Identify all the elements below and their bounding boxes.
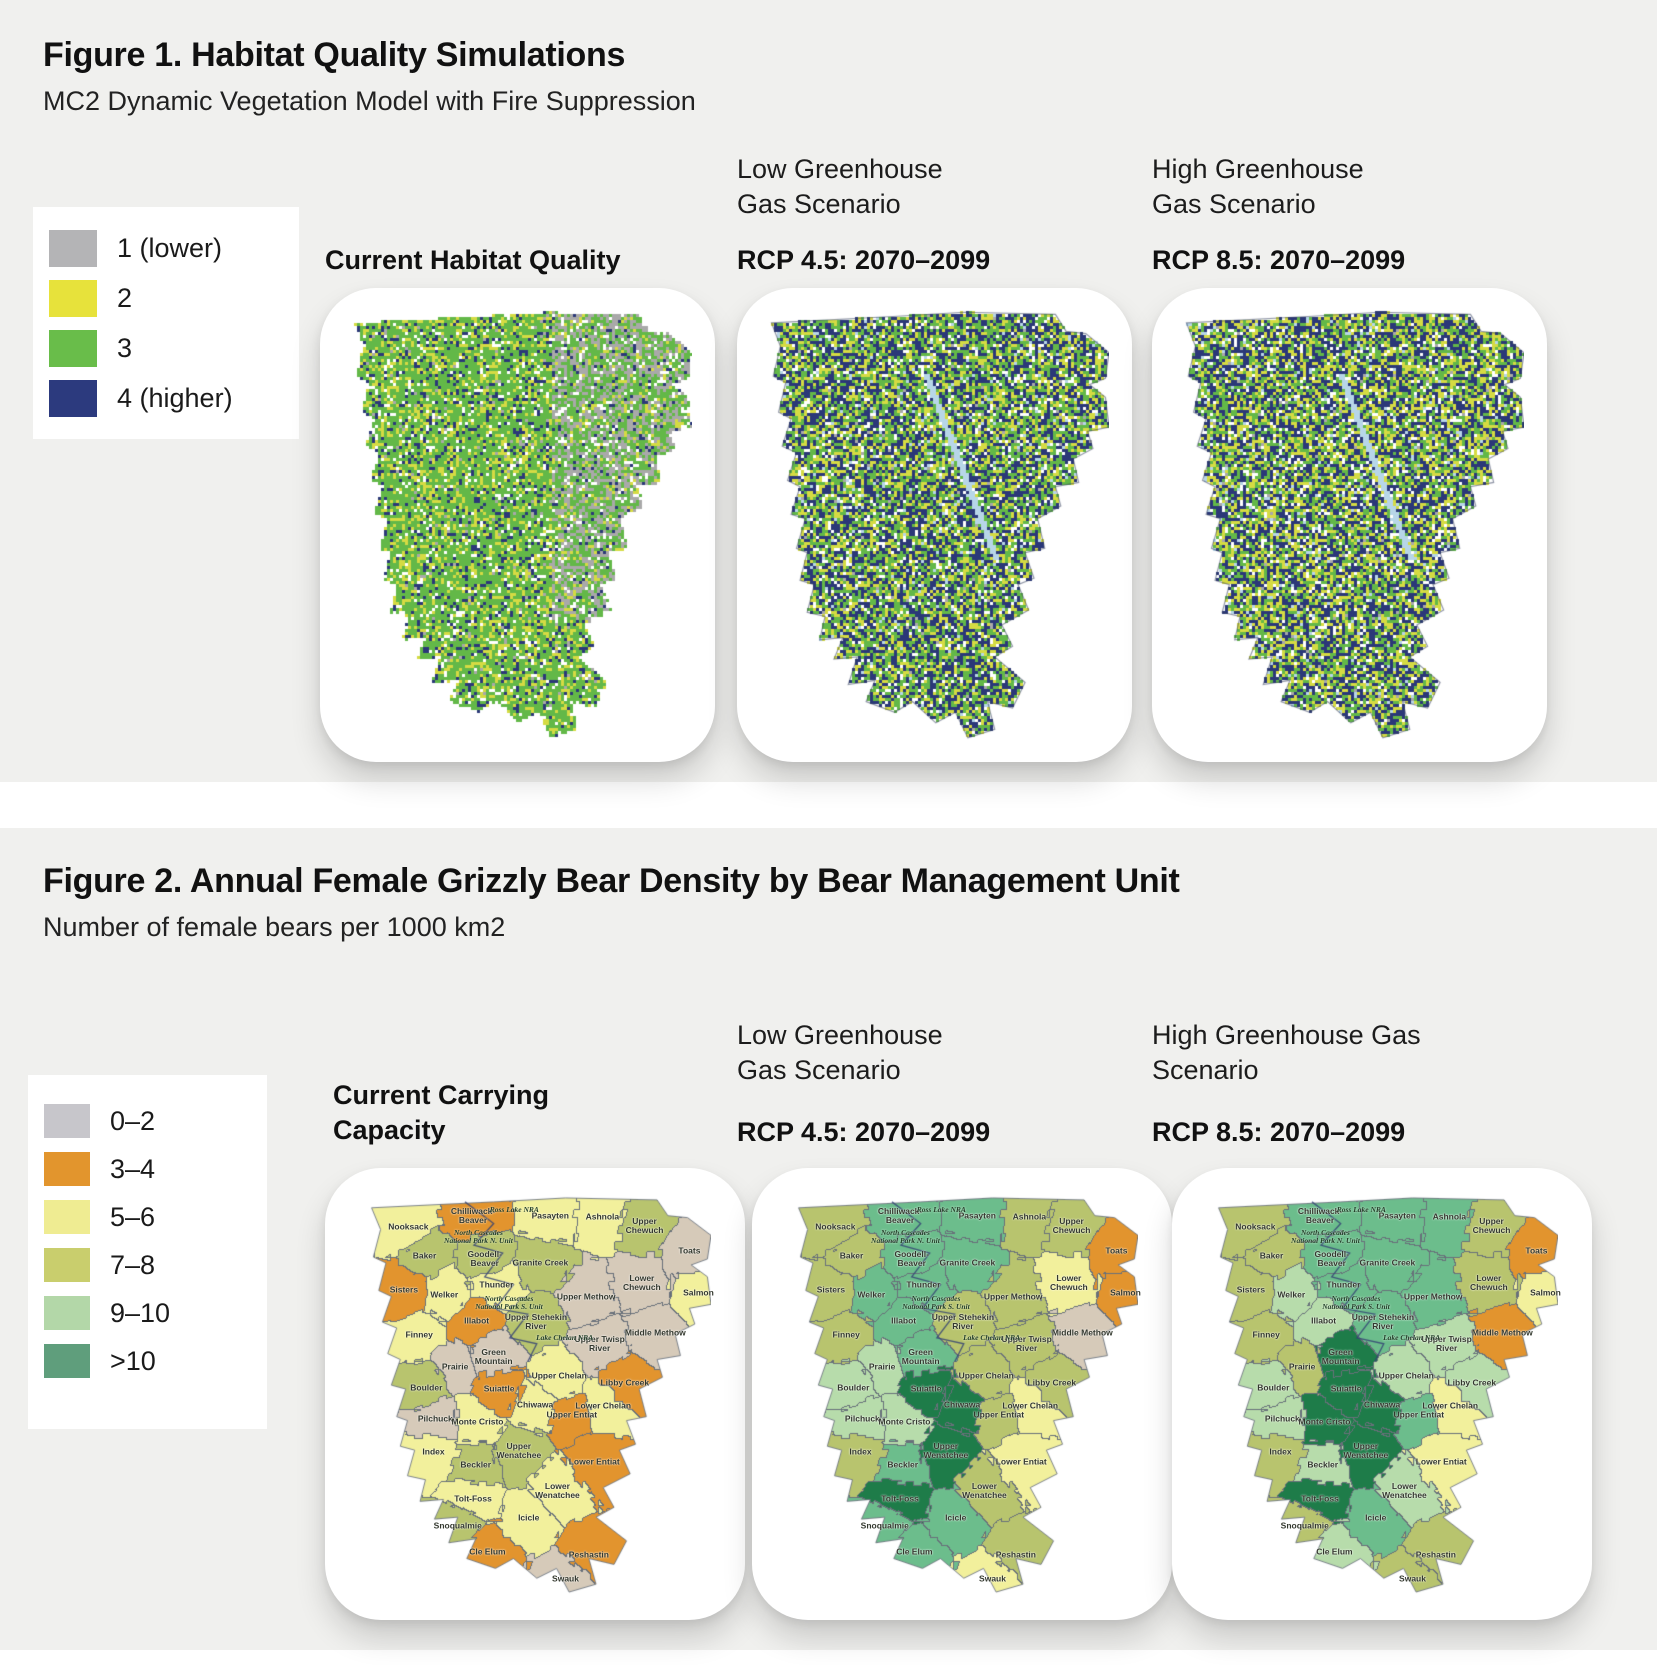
fig2-col3-title: RCP 8.5: 2070–2099	[1152, 1117, 1406, 1147]
legend-item: 4 (higher)	[49, 373, 299, 423]
fig1-col3-scenario: High Greenhouse Gas Scenario	[1152, 154, 1364, 219]
fig1-map-rcp85	[1152, 288, 1547, 762]
bear-density-map-current	[359, 1194, 711, 1596]
legend-item: 3–4	[44, 1145, 267, 1193]
figure1-section: Figure 1. Habitat Quality Simulations MC…	[0, 0, 1657, 782]
fig1-map-rcp45	[737, 288, 1132, 762]
habitat-map-rcp85	[1174, 308, 1524, 742]
legend-label: 0–2	[110, 1105, 156, 1136]
legend-label: 1 (lower)	[117, 232, 223, 263]
legend-label: 4 (higher)	[117, 382, 233, 413]
fig2-col1-title: Current Carrying Capacity	[333, 1080, 550, 1145]
fig1-col1-title: Current Habitat Quality	[325, 245, 621, 275]
legend-item: 9–10	[44, 1289, 267, 1337]
bear-density-map-rcp45	[786, 1194, 1138, 1596]
bear-density-map-rcp85	[1206, 1194, 1558, 1596]
fig1-col2-scenario: Low Greenhouse Gas Scenario	[737, 154, 943, 219]
fig2-col3-scenario: High Greenhouse Gas Scenario	[1152, 1020, 1421, 1085]
legend-swatch	[44, 1104, 90, 1138]
legend-swatch	[44, 1248, 90, 1282]
figure1-title: Figure 1. Habitat Quality Simulations	[43, 36, 626, 74]
legend-item: 3	[49, 323, 299, 373]
fig2-map-rcp45: Nooksack Chilliwack- Beaver Pasayten Ashnol…	[752, 1168, 1172, 1620]
habitat-map-rcp45	[759, 308, 1109, 742]
figure2-subtitle: Number of female bears per 1000 km2	[43, 912, 506, 942]
legend-label: 7–8	[110, 1249, 156, 1280]
legend-swatch	[44, 1296, 90, 1330]
legend-label: 3	[117, 332, 133, 363]
legend-label: >10	[110, 1345, 156, 1376]
figure2-title: Figure 2. Annual Female Grizzly Bear Den…	[43, 862, 1180, 900]
legend-item: >10	[44, 1337, 267, 1385]
legend-item: 1 (lower)	[49, 223, 299, 273]
fig2-col2-scenario: Low Greenhouse Gas Scenario	[737, 1020, 943, 1085]
legend-swatch	[44, 1200, 90, 1234]
legend-label: 3–4	[110, 1153, 156, 1184]
legend-label: 5–6	[110, 1201, 156, 1232]
legend-item: 7–8	[44, 1241, 267, 1289]
legend-swatch	[49, 229, 97, 267]
legend-item: 5–6	[44, 1193, 267, 1241]
legend-label: 2	[117, 282, 133, 313]
fig1-col2-title: RCP 4.5: 2070–2099	[737, 245, 991, 275]
legend-swatch	[44, 1344, 90, 1378]
figure2-legend: 0–2 3–4 5–6 7–8 9–10 >10	[28, 1075, 267, 1429]
legend-item: 2	[49, 273, 299, 323]
legend-swatch	[49, 279, 97, 317]
figure1-subtitle: MC2 Dynamic Vegetation Model with Fire S…	[43, 86, 696, 116]
legend-label: 9–10	[110, 1297, 171, 1328]
habitat-map-current	[342, 308, 692, 742]
figure2-section: Figure 2. Annual Female Grizzly Bear Den…	[0, 828, 1657, 1650]
fig2-map-rcp85: Nooksack Chilliwack- Beaver Pasayten Ashnol…	[1172, 1168, 1592, 1620]
fig1-col3-title: RCP 8.5: 2070–2099	[1152, 245, 1406, 275]
fig2-map-current: Nooksack Chilliwack- Beaver Pasayten Ashnol…	[325, 1168, 745, 1620]
fig1-map-current	[320, 288, 715, 762]
legend-swatch	[49, 329, 97, 367]
legend-swatch	[49, 379, 97, 417]
fig2-col2-title: RCP 4.5: 2070–2099	[737, 1117, 991, 1147]
legend-item: 0–2	[44, 1097, 267, 1145]
figure1-legend: 1 (lower) 2 3 4 (higher)	[33, 207, 299, 439]
legend-swatch	[44, 1152, 90, 1186]
